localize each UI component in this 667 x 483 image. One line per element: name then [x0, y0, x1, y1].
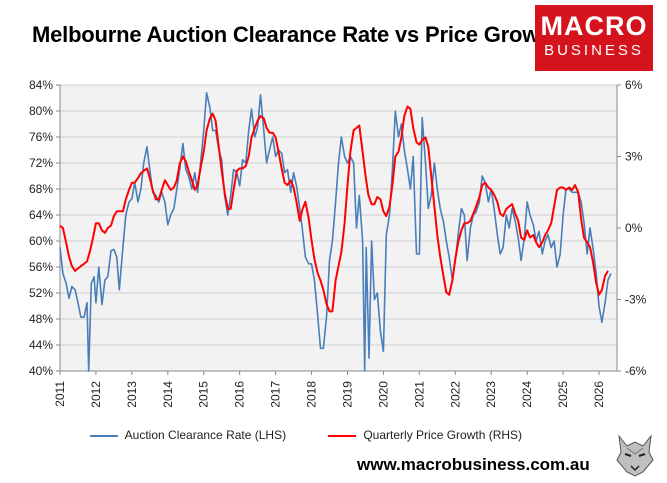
x-tick-label: 2024	[520, 381, 534, 408]
plot-background	[60, 85, 617, 371]
x-tick-label: 2016	[233, 381, 247, 408]
x-tick-label: 2017	[269, 381, 283, 408]
y-right-tick-label: 3%	[625, 150, 643, 164]
x-tick-label: 2026	[592, 381, 606, 408]
y-right-tick-label: 6%	[625, 78, 643, 92]
y-left-tick-label: 56%	[29, 260, 53, 274]
x-tick-label: 2012	[89, 381, 103, 408]
x-tick-label: 2023	[484, 381, 498, 408]
y-left-tick-label: 60%	[29, 234, 53, 248]
y-right-tick-label: -3%	[625, 293, 647, 307]
y-left-tick-label: 40%	[29, 364, 53, 378]
y-right-tick-label: 0%	[625, 221, 643, 235]
series-line-price-growth	[59, 105, 609, 313]
y-left-tick-label: 84%	[29, 78, 53, 92]
y-left-tick-label: 80%	[29, 104, 53, 118]
x-tick-label: 2015	[197, 381, 211, 408]
legend-label-clearance: Auction Clearance Rate (LHS)	[124, 428, 287, 442]
x-tick-label: 2019	[340, 381, 354, 408]
y-left-tick-label: 48%	[29, 312, 53, 326]
y-left-tick-label: 72%	[29, 156, 53, 170]
y-right-tick-label: -6%	[625, 364, 647, 378]
x-tick-label: 2013	[125, 381, 139, 408]
logo-line-1: MACRO	[540, 11, 648, 41]
y-left-tick-label: 68%	[29, 182, 53, 196]
legend-label-price: Quarterly Price Growth (RHS)	[363, 428, 523, 442]
y-left-tick-label: 76%	[29, 130, 53, 144]
macrobusiness-logo: MACRO BUSINESS	[535, 5, 653, 71]
x-tick-label: 2020	[376, 381, 390, 408]
x-tick-label: 2018	[305, 381, 319, 408]
legend-swatch-clearance	[90, 434, 118, 437]
y-left-tick-label: 52%	[29, 286, 53, 300]
chart-title: Melbourne Auction Clearance Rate vs Pric…	[32, 22, 560, 47]
x-tick-label: 2014	[161, 381, 175, 408]
x-tick-label: 2022	[448, 381, 462, 408]
y-left-tick-label: 44%	[29, 338, 53, 352]
x-tick-label: 2021	[412, 381, 426, 408]
logo-line-2: BUSINESS	[544, 42, 644, 59]
y-left-tick-label: 64%	[29, 208, 53, 222]
legend-item-price: Quarterly Price Growth (RHS)	[328, 428, 522, 442]
wolf-mascot-icon	[613, 432, 657, 478]
plot-area: 40% 44% 48% 52% 56% 60% 64% 68% 72% 76% 80% 84% -6% -…	[29, 78, 647, 408]
series-line-clearance-rate	[59, 92, 612, 372]
x-tick-label: 2025	[556, 381, 570, 408]
legend-item-clearance: Auction Clearance Rate (LHS)	[90, 428, 286, 442]
x-tick-label: 2011	[53, 381, 67, 407]
website-url: www.macrobusiness.com.au	[357, 455, 590, 474]
legend-swatch-price	[328, 434, 356, 437]
